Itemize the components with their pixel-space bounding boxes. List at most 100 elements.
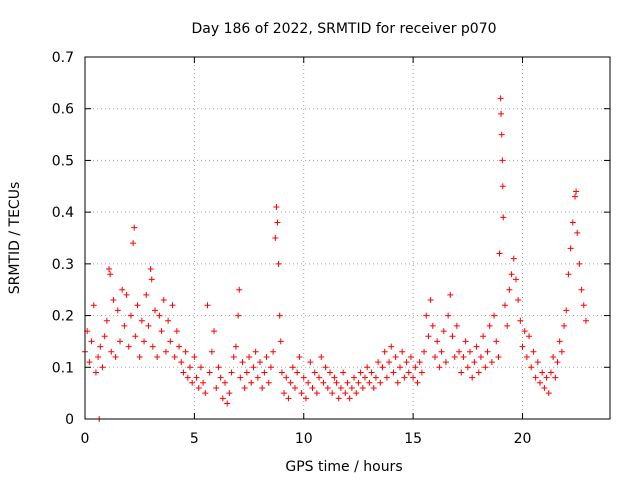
- data-point: [108, 348, 115, 355]
- data-point: [121, 322, 128, 329]
- data-point: [296, 353, 303, 360]
- data-point: [480, 333, 487, 340]
- data-point: [232, 343, 239, 350]
- data-point: [462, 338, 469, 345]
- data-point: [372, 374, 379, 381]
- data-point: [429, 322, 436, 329]
- data-point: [272, 235, 279, 241]
- y-axis-label: SRMTID / TECUs: [7, 182, 23, 295]
- data-point: [248, 379, 255, 386]
- data-point: [101, 333, 108, 340]
- data-point: [434, 338, 441, 345]
- data-point: [278, 369, 285, 376]
- data-point: [567, 245, 574, 252]
- y-tick-label: 0.1: [52, 360, 74, 376]
- data-point: [211, 328, 218, 335]
- data-point: [421, 348, 428, 355]
- data-point: [335, 395, 342, 402]
- data-point: [451, 353, 458, 360]
- data-point: [318, 353, 325, 360]
- data-point: [563, 307, 570, 314]
- data-point: [407, 353, 414, 360]
- x-tick-label: 10: [295, 431, 313, 447]
- data-point: [274, 219, 281, 226]
- data-point: [114, 307, 121, 314]
- data-point: [390, 369, 397, 376]
- data-point: [534, 359, 541, 366]
- data-point: [561, 322, 568, 329]
- data-point: [243, 369, 250, 376]
- data-point: [526, 333, 533, 340]
- data-point: [250, 364, 257, 371]
- data-point: [134, 302, 141, 309]
- data-point: [496, 250, 503, 257]
- data-point: [500, 214, 507, 221]
- data-point: [442, 359, 449, 366]
- data-point: [131, 224, 138, 231]
- data-point: [388, 343, 395, 350]
- data-point: [405, 369, 412, 376]
- data-point: [512, 276, 519, 283]
- data-point: [311, 369, 318, 376]
- data-point: [189, 379, 196, 386]
- data-point: [453, 322, 460, 329]
- data-point: [377, 379, 384, 386]
- data-point: [130, 240, 137, 247]
- data-point: [217, 374, 224, 381]
- data-point: [445, 312, 452, 319]
- data-point: [169, 302, 176, 309]
- data-point: [375, 359, 382, 366]
- data-point: [467, 348, 473, 355]
- data-point: [580, 302, 587, 309]
- data-point: [506, 286, 513, 293]
- data-point: [346, 395, 353, 402]
- data-point: [165, 317, 172, 324]
- data-point: [370, 384, 377, 391]
- data-point: [322, 364, 329, 371]
- y-tick-label: 0.7: [52, 50, 74, 66]
- data-point: [149, 343, 156, 350]
- data-point: [528, 364, 535, 371]
- y-tick-label: 0.5: [52, 153, 74, 169]
- data-point: [582, 317, 589, 324]
- data-point: [578, 286, 585, 293]
- data-point: [99, 364, 106, 371]
- data-point: [532, 374, 539, 381]
- data-point: [530, 348, 537, 355]
- chart-title: Day 186 of 2022, SRMTID for receiver p07…: [191, 21, 496, 37]
- data-point: [547, 369, 554, 376]
- data-point: [539, 369, 546, 376]
- data-point: [145, 322, 152, 329]
- data-point: [224, 400, 231, 407]
- data-point: [366, 379, 373, 386]
- data-point: [298, 390, 305, 397]
- data-point: [337, 384, 344, 391]
- data-point: [495, 353, 502, 360]
- data-point: [475, 369, 482, 376]
- data-point: [270, 348, 277, 355]
- data-point: [344, 379, 351, 386]
- data-point: [110, 297, 117, 304]
- data-point: [208, 348, 215, 355]
- data-point: [425, 333, 432, 340]
- data-point: [294, 369, 301, 376]
- grid-lines: [85, 57, 610, 419]
- data-point: [136, 353, 143, 360]
- data-point: [171, 353, 178, 360]
- data-point: [440, 328, 447, 335]
- data-point: [517, 317, 524, 324]
- data-point: [432, 353, 438, 360]
- data-point: [416, 359, 423, 366]
- data-point: [305, 379, 312, 386]
- data-point: [112, 353, 119, 360]
- data-point: [521, 328, 528, 335]
- x-tick-label: 20: [514, 431, 532, 447]
- data-point: [541, 384, 548, 391]
- data-point: [351, 374, 358, 381]
- data-point: [167, 338, 174, 345]
- data-point: [246, 353, 253, 360]
- data-point: [458, 369, 465, 376]
- data-point: [200, 379, 207, 386]
- x-tick-label: 0: [81, 431, 90, 447]
- y-tick-label: 0: [65, 412, 74, 428]
